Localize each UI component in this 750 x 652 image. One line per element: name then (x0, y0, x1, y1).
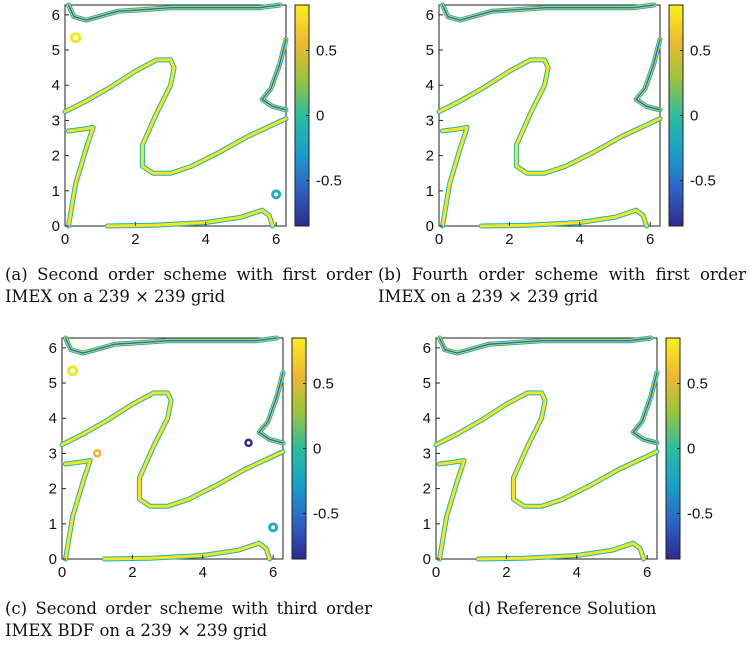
colorbar-tick-label: -0.5 (690, 173, 716, 190)
colorbar-tick-label: 0.5 (690, 43, 711, 60)
x-tick-label: 4 (576, 231, 584, 248)
blob-contour (244, 438, 253, 448)
y-tick-label: 6 (426, 7, 434, 24)
y-tick-label: 0 (423, 551, 431, 568)
y-tick-label: 5 (426, 42, 434, 59)
x-tick-label: 6 (269, 564, 277, 581)
plot-area (435, 337, 658, 560)
blob-contour (271, 189, 282, 200)
y-tick-label: 1 (49, 516, 57, 533)
contour-line (105, 208, 275, 228)
y-tick-label: 3 (423, 445, 431, 462)
colorbar-tick-label: 0.5 (687, 376, 708, 393)
y-tick-label: 1 (423, 516, 431, 533)
contour-edge (634, 38, 661, 111)
contour-edge (441, 4, 655, 21)
colorbar-tick-label: 0 (690, 108, 698, 125)
contour-edge (260, 38, 287, 111)
plot-area (61, 337, 284, 560)
x-tick-label: 2 (502, 564, 510, 581)
contour-line (64, 459, 92, 561)
y-tick-label: 2 (423, 481, 431, 498)
colorbar-tick-label: 0 (313, 441, 321, 458)
contour-line (437, 58, 662, 175)
contour-line (476, 541, 646, 561)
contour-line (60, 391, 285, 508)
y-tick-label: 2 (52, 148, 60, 165)
blob-contour (268, 522, 279, 533)
panel-d: 0 2 4 6 0 1 2 3 4 5 6 0.5 0 -0.5 (423, 335, 713, 581)
colorbar-tick-label: 0.5 (313, 376, 334, 393)
y-tick-label: 3 (52, 112, 60, 129)
y-tick-label: 3 (49, 445, 57, 462)
y-tick-label: 6 (423, 340, 431, 357)
panel-a: 0 2 4 6 0 1 2 3 4 5 6 0.5 0 -0.5 (52, 2, 342, 248)
contour-edge (438, 337, 652, 354)
contour-line (67, 126, 95, 228)
contour-edge (631, 371, 658, 444)
x-tick-label: 4 (199, 564, 207, 581)
y-tick-label: 6 (52, 7, 60, 24)
y-tick-label: 0 (49, 551, 57, 568)
x-tick-label: 0 (432, 564, 440, 581)
panel-c: 0 2 4 6 0 1 2 3 4 5 6 0.5 0 -0.5 (49, 335, 339, 581)
x-tick-label: 0 (61, 231, 69, 248)
y-tick-label: 4 (426, 77, 434, 94)
y-tick-label: 5 (52, 42, 60, 59)
caption-b: (b) Fourth order scheme with first order… (378, 265, 746, 306)
colorbar-tick-label: 0.5 (316, 43, 337, 60)
contour-line (441, 126, 469, 228)
x-tick-label: 6 (646, 231, 654, 248)
caption-d: (d) Reference Solution (467, 599, 657, 618)
blob-contour (70, 32, 82, 44)
contour-line (102, 541, 272, 561)
y-tick-label: 2 (426, 148, 434, 165)
x-tick-label: 0 (435, 231, 443, 248)
x-tick-label: 2 (131, 231, 139, 248)
colorbar-tick-label: 0 (687, 441, 695, 458)
plot-area (438, 4, 661, 227)
x-tick-label: 2 (505, 231, 513, 248)
x-tick-label: 2 (128, 564, 136, 581)
contour-edge (257, 371, 284, 444)
contour-line (434, 391, 659, 508)
contour-line (438, 459, 466, 561)
y-tick-label: 1 (52, 183, 60, 200)
x-tick-label: 6 (643, 564, 651, 581)
x-tick-label: 6 (272, 231, 280, 248)
colorbar-tick-label: 0 (316, 108, 324, 125)
x-tick-label: 4 (202, 231, 210, 248)
contour-line (63, 58, 288, 175)
y-tick-label: 5 (423, 375, 431, 392)
contour-edge (64, 337, 278, 354)
caption-a: (a) Second order scheme with first order… (5, 265, 372, 306)
y-tick-label: 2 (49, 481, 57, 498)
y-tick-label: 6 (49, 340, 57, 357)
colorbar-tick-label: -0.5 (313, 506, 339, 523)
y-tick-label: 3 (426, 112, 434, 129)
y-tick-label: 4 (423, 410, 431, 427)
y-tick-label: 0 (426, 218, 434, 235)
y-tick-label: 5 (49, 375, 57, 392)
y-tick-label: 4 (49, 410, 57, 427)
x-tick-label: 4 (573, 564, 581, 581)
blob-contour (67, 365, 79, 377)
plot-area (64, 4, 287, 227)
blob-contour (92, 449, 102, 458)
y-tick-label: 4 (52, 77, 60, 94)
x-tick-label: 0 (58, 564, 66, 581)
contour-line (479, 208, 649, 228)
panel-b: 0 2 4 6 0 1 2 3 4 5 6 0.5 0 -0.5 (426, 2, 716, 248)
contour-edge (67, 4, 281, 21)
y-tick-label: 1 (426, 183, 434, 200)
caption-c: (c) Second order scheme with third order… (5, 599, 372, 640)
colorbar-tick-label: -0.5 (316, 173, 342, 190)
colorbar-tick-label: -0.5 (687, 506, 713, 523)
y-tick-label: 0 (52, 218, 60, 235)
